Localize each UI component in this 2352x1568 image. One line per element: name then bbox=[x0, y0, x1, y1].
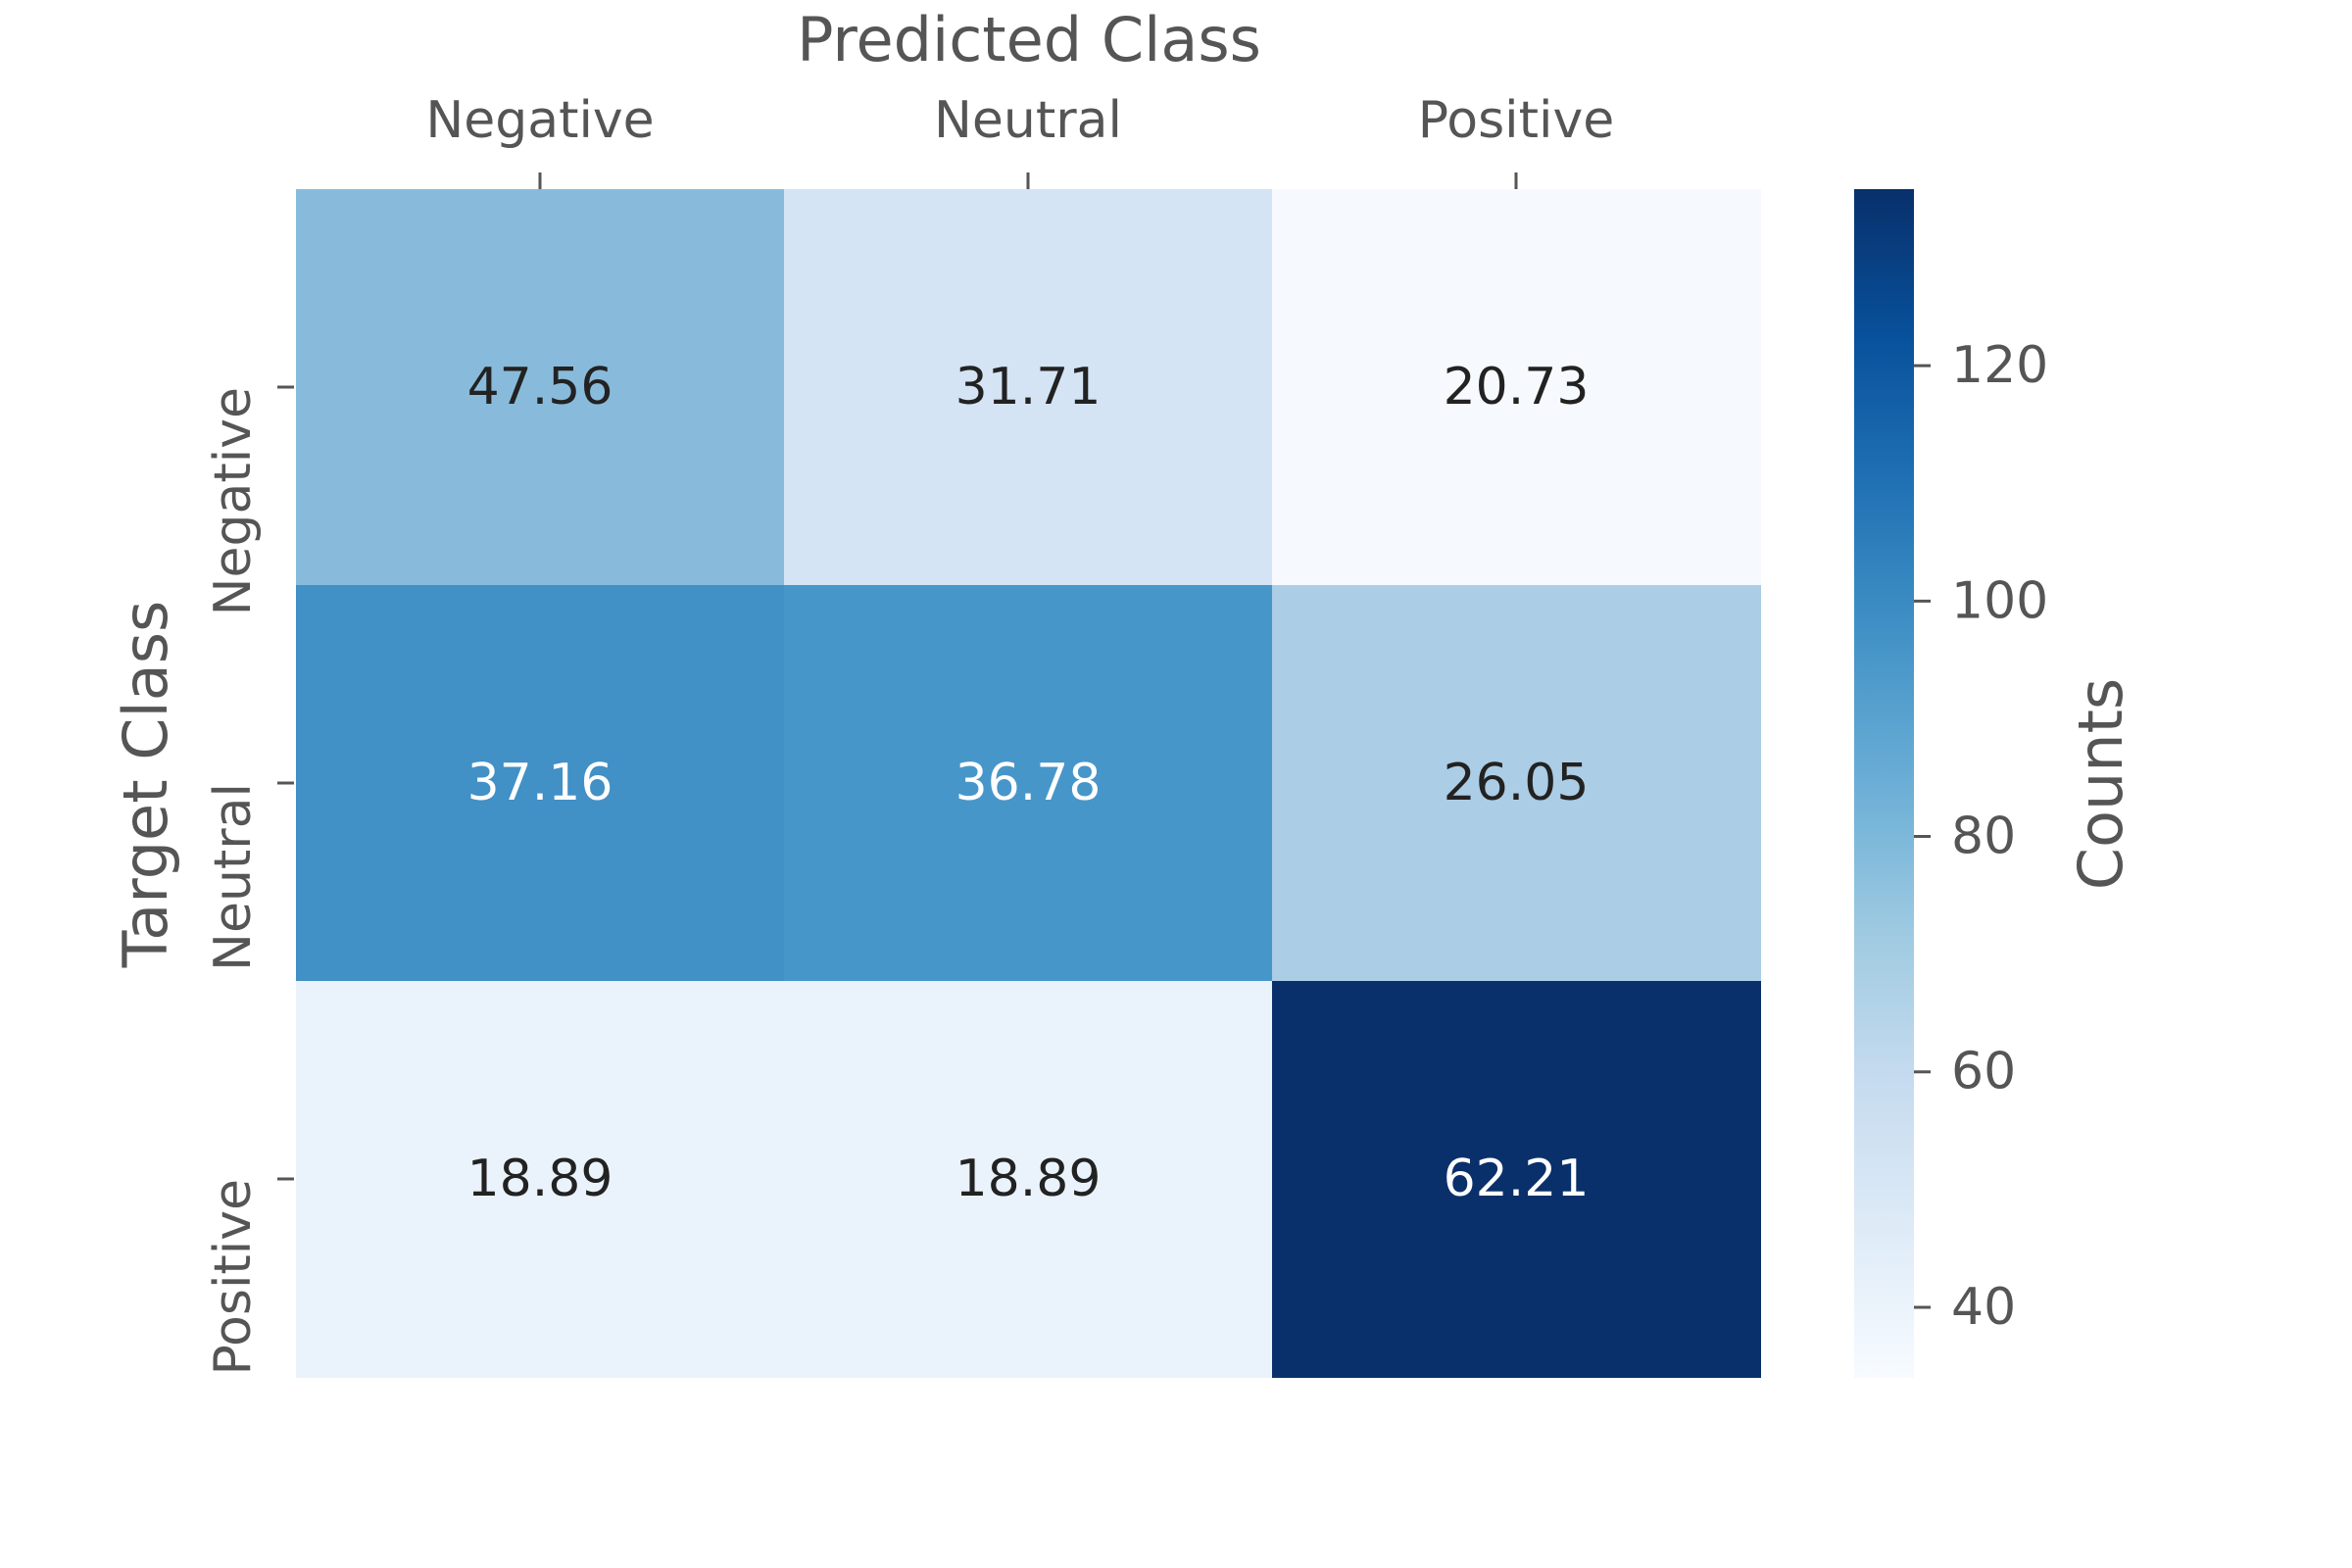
cell-value-label: 36.78 bbox=[956, 754, 1102, 812]
colorbar-tick-label: 120 bbox=[1951, 336, 2048, 395]
cell-value-label: 20.73 bbox=[1444, 358, 1590, 416]
x-tick-label: Negative bbox=[425, 91, 654, 150]
cell-value-label: 47.56 bbox=[467, 358, 613, 416]
x-tick-label: Neutral bbox=[934, 91, 1122, 150]
x-tick-label: Positive bbox=[1418, 91, 1614, 150]
colorbar-tick-label: 80 bbox=[1951, 808, 2016, 866]
y-axis-ticks: Negative Neutral Positive bbox=[204, 385, 294, 1375]
cell-value-label: 18.89 bbox=[956, 1150, 1102, 1208]
heatmap-cells: 47.56 31.71 20.73 37.16 36.78 26.05 18.89 18.89… bbox=[296, 189, 1761, 1378]
heatmap-cell bbox=[296, 981, 785, 1378]
colorbar-label: Counts bbox=[2065, 678, 2136, 890]
heatmap-cell bbox=[784, 189, 1273, 586]
colorbar bbox=[1854, 189, 1914, 1378]
heatmap-cell bbox=[1272, 981, 1761, 1378]
heatmap-cell bbox=[784, 981, 1273, 1378]
colorbar-tick-label: 40 bbox=[1951, 1278, 2016, 1337]
x-axis-ticks: Negative Neutral Positive bbox=[425, 91, 1614, 189]
cell-value-label: 26.05 bbox=[1444, 754, 1590, 812]
cell-value-label: 31.71 bbox=[956, 358, 1102, 416]
y-axis-title: Target Class bbox=[110, 601, 181, 969]
heatmap-cell bbox=[296, 585, 785, 982]
y-tick-label: Positive bbox=[204, 1179, 263, 1375]
y-tick-label: Negative bbox=[204, 387, 263, 615]
cell-value-label: 37.16 bbox=[467, 754, 613, 812]
heatmap-cell bbox=[1272, 189, 1761, 586]
colorbar-ticks: 40 60 80 100 120 bbox=[1914, 336, 2048, 1337]
heatmap-cell bbox=[296, 189, 785, 586]
x-axis-title: Predicted Class bbox=[797, 4, 1261, 75]
y-tick-label: Neutral bbox=[204, 783, 263, 971]
colorbar-tick-label: 100 bbox=[1951, 571, 2048, 630]
cell-value-label: 18.89 bbox=[467, 1150, 613, 1208]
colorbar-tick-label: 60 bbox=[1951, 1043, 2016, 1102]
heatmap-cell bbox=[1272, 585, 1761, 982]
cell-value-label: 62.21 bbox=[1444, 1150, 1590, 1208]
heatmap-cell bbox=[784, 585, 1273, 982]
